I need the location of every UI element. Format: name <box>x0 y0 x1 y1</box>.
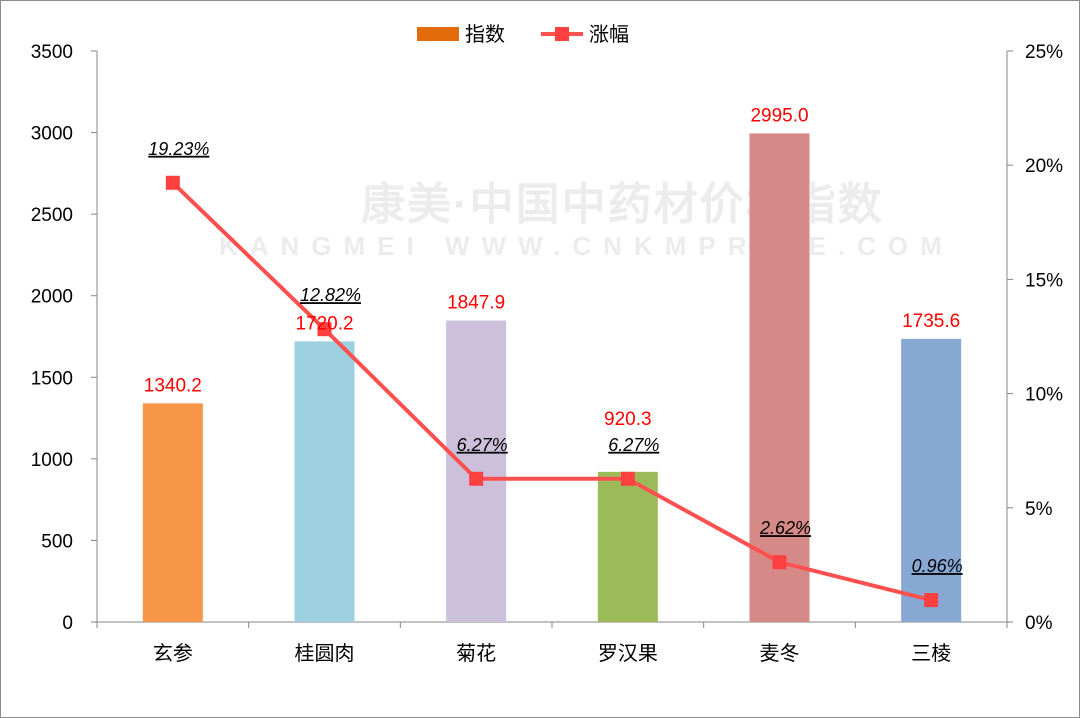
left-tick-label: 1500 <box>31 368 73 389</box>
bar-value-label: 1847.9 <box>447 293 505 314</box>
x-tick-label: 玄参 <box>153 642 193 665</box>
left-tick-label: 0 <box>62 613 73 634</box>
change-marker <box>469 471 484 486</box>
left-tick-label: 500 <box>41 531 73 552</box>
right-tick-label: 20% <box>1025 156 1063 177</box>
watermark-en: KANGMEI WWW.CNKMPRICE.COM <box>219 231 954 261</box>
left-tick-label: 3000 <box>31 124 73 145</box>
change-marker <box>317 322 332 337</box>
x-tick-label: 桂圆肉 <box>295 642 355 665</box>
legend-marker-change <box>555 27 569 41</box>
bar-菊花 <box>446 320 507 622</box>
bar-桂圆肉 <box>294 341 355 622</box>
bar-value-label: 1735.6 <box>902 311 960 332</box>
bar-玄参 <box>142 403 203 622</box>
bar-value-label: 1720.2 <box>295 313 353 334</box>
left-tick-label: 1000 <box>31 450 73 471</box>
change-value-label: 6.27% <box>457 435 508 455</box>
bar-value-label: 920.3 <box>604 409 652 430</box>
change-value-label: 19.23% <box>148 139 209 159</box>
left-tick-label: 3500 <box>31 42 73 63</box>
change-value-label: 6.27% <box>608 435 659 455</box>
legend: 指数 涨幅 <box>417 23 629 46</box>
left-tick-label: 2500 <box>31 205 73 226</box>
change-value-label: 0.96% <box>912 556 963 576</box>
bar-value-label: 2995.0 <box>750 105 808 126</box>
right-tick-label: 10% <box>1025 385 1063 406</box>
legend-label-change: 涨幅 <box>589 23 629 46</box>
x-tick-label: 菊花 <box>456 642 496 665</box>
x-tick-label: 三棱 <box>911 642 951 665</box>
change-marker <box>620 471 635 486</box>
right-tick-label: 0% <box>1025 613 1053 634</box>
change-line <box>171 181 932 603</box>
x-tick-label: 麦冬 <box>760 642 800 665</box>
bar-三棱 <box>901 338 962 622</box>
change-marker <box>924 593 939 608</box>
x-tick-label: 罗汉果 <box>598 642 658 665</box>
change-value-label: 2.62% <box>759 518 811 538</box>
left-tick-label: 2000 <box>31 287 73 308</box>
change-marker <box>772 555 787 570</box>
right-tick-label: 5% <box>1025 499 1053 520</box>
right-tick-label: 25% <box>1025 42 1063 63</box>
bar-麦冬 <box>749 133 810 622</box>
change-marker <box>165 175 180 190</box>
legend-label-index: 指数 <box>465 23 505 46</box>
change-value-label: 12.82% <box>300 285 361 305</box>
legend-swatch-index <box>417 27 459 41</box>
right-tick-label: 15% <box>1025 270 1063 291</box>
bar-罗汉果 <box>597 471 658 622</box>
bar-value-label: 1340.2 <box>144 375 202 396</box>
watermark: 康美·中国中药材价格指数 KANGMEI WWW.CNKMPRICE.COM <box>219 180 954 261</box>
